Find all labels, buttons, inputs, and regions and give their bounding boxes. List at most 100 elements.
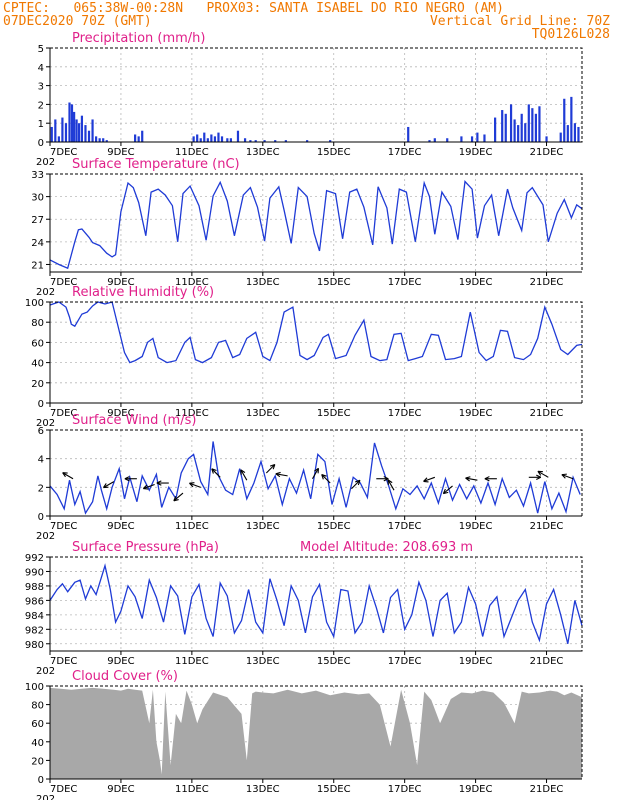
x-tick-label: 13DEC <box>246 147 280 158</box>
precip-bar <box>577 126 580 142</box>
x-year-fragment: 202 <box>36 157 55 168</box>
x-tick-label: 13DEC <box>246 277 280 288</box>
y-tick-label: 40 <box>31 738 44 749</box>
x-tick-label: 15DEC <box>317 784 351 795</box>
y-tick-label: 100 <box>25 682 44 693</box>
precip-bar <box>531 108 534 142</box>
precip-bar <box>68 102 71 142</box>
header-model-code: TQ0126L028 <box>531 27 610 42</box>
panel-wind: 0 2 4 6 7DEC 9DEC 11DEC 13DEC 15DEC 17DEC 19DEC 21D… <box>36 413 583 542</box>
pressure-series-line <box>49 563 583 644</box>
wind-arrow-shaft <box>537 470 549 478</box>
panel-annotation: Model Altitude: 208.693 m <box>300 540 473 555</box>
panel-rh: 0 20 40 60 80 100 7DEC 9DEC 11DEC 13DEC 15DEC 17DEC… <box>25 285 583 429</box>
wind-arrow-shaft <box>387 479 395 491</box>
x-tick-label: 19DEC <box>459 521 493 532</box>
precip-bar <box>226 138 229 142</box>
y-tick-label: 2 <box>38 483 44 494</box>
x-tick-label: 9DEC <box>107 784 134 795</box>
precip-bar <box>217 132 220 142</box>
wind-arrow-shaft <box>561 474 574 480</box>
precip-bar <box>504 113 507 142</box>
precip-bar <box>210 134 213 142</box>
x-year-fragment: 202 <box>36 287 55 298</box>
wind-arrow-head <box>124 478 130 482</box>
x-tick-label: 19DEC <box>459 277 493 288</box>
precip-bar <box>196 134 199 142</box>
precip-bar <box>213 136 217 142</box>
wind-arrow-head <box>387 479 393 484</box>
wind-arrow-head <box>211 468 214 474</box>
precip-bar <box>284 140 287 142</box>
wind-arrow <box>189 482 201 488</box>
x-tick-label: 11DEC <box>175 784 209 795</box>
panel-title: Surface Pressure (hPa) <box>72 540 219 555</box>
y-tick-label: 100 <box>25 298 44 309</box>
precip-bar <box>249 140 252 142</box>
precip-bar <box>134 134 137 142</box>
y-tick-label: 984 <box>25 611 44 622</box>
y-tick-label: 4 <box>38 455 44 466</box>
precip-bar <box>520 113 523 142</box>
wind-arrow-shaft <box>173 492 184 502</box>
x-tick-label: 7DEC <box>50 656 77 667</box>
precip-bar <box>75 119 78 142</box>
y-tick-label: 988 <box>25 582 44 593</box>
precip-bar <box>95 136 98 142</box>
precip-bar <box>559 132 562 142</box>
panel-title: Surface Temperature (nC) <box>72 157 240 172</box>
precip-bar <box>192 136 195 142</box>
wind-arrow-head <box>269 463 276 467</box>
y-tick-label: 60 <box>31 338 44 349</box>
wind-arrow <box>142 483 155 490</box>
wind-arrow-shaft <box>443 485 453 495</box>
wind-arrow <box>124 476 137 482</box>
x-tick-label: 7DEC <box>50 147 77 158</box>
precip-bar <box>70 104 74 142</box>
precip-bar <box>509 104 513 142</box>
wind-arrow-head <box>465 477 470 482</box>
wind-arrow-head <box>314 467 319 472</box>
precip-bar <box>77 123 81 142</box>
x-tick-label: 11DEC <box>175 277 209 288</box>
wind-arrow-shaft <box>423 476 436 482</box>
precip-bar <box>524 123 527 142</box>
precip-bar <box>206 138 209 142</box>
wind-arrow-head <box>355 479 361 483</box>
y-tick-label: 982 <box>25 625 44 636</box>
x-tick-label: 17DEC <box>388 408 422 419</box>
wind-arrow-shaft <box>311 468 319 480</box>
precip-bar <box>470 136 474 142</box>
precip-bar <box>428 140 431 142</box>
wind-arrow <box>387 479 395 491</box>
wind-arrow <box>62 472 74 480</box>
precip-bar <box>460 136 463 142</box>
x-tick-label: 7DEC <box>50 408 77 419</box>
wind-arrow-head <box>275 471 281 475</box>
y-tick-label: 80 <box>31 318 44 329</box>
header-coordinates: 065:38W-00:28N <box>73 1 184 16</box>
precip-bar <box>573 123 577 142</box>
wind-arrow-shaft <box>240 469 248 481</box>
y-tick-label: 60 <box>31 719 44 730</box>
x-tick-label: 21DEC <box>530 656 564 667</box>
x-tick-label: 21DEC <box>530 277 564 288</box>
y-tick-label: 0 <box>38 138 44 149</box>
x-tick-label: 7DEC <box>50 521 77 532</box>
y-tick-label: 20 <box>31 756 44 767</box>
x-tick-label: 17DEC <box>388 784 422 795</box>
x-tick-label: 9DEC <box>107 521 134 532</box>
panel-precip: 0 1 2 3 4 5 7DEC 9DEC 11DEC 13DEC 15DEC 17DEC 19DEC 2… <box>36 31 583 168</box>
x-tick-label: 9DEC <box>107 277 134 288</box>
x-tick-label: 19DEC <box>459 147 493 158</box>
cloud-cover-area <box>50 687 582 779</box>
wind-arrow-head <box>189 482 195 484</box>
precip-bar <box>570 96 573 142</box>
x-year-fragment: 202 <box>36 418 55 429</box>
x-tick-label: 17DEC <box>388 147 422 158</box>
x-tick-label: 15DEC <box>317 521 351 532</box>
y-tick-label: 40 <box>31 359 44 370</box>
x-tick-label: 11DEC <box>175 656 209 667</box>
wind-arrow-head <box>240 469 246 474</box>
precip-bar <box>236 130 240 142</box>
